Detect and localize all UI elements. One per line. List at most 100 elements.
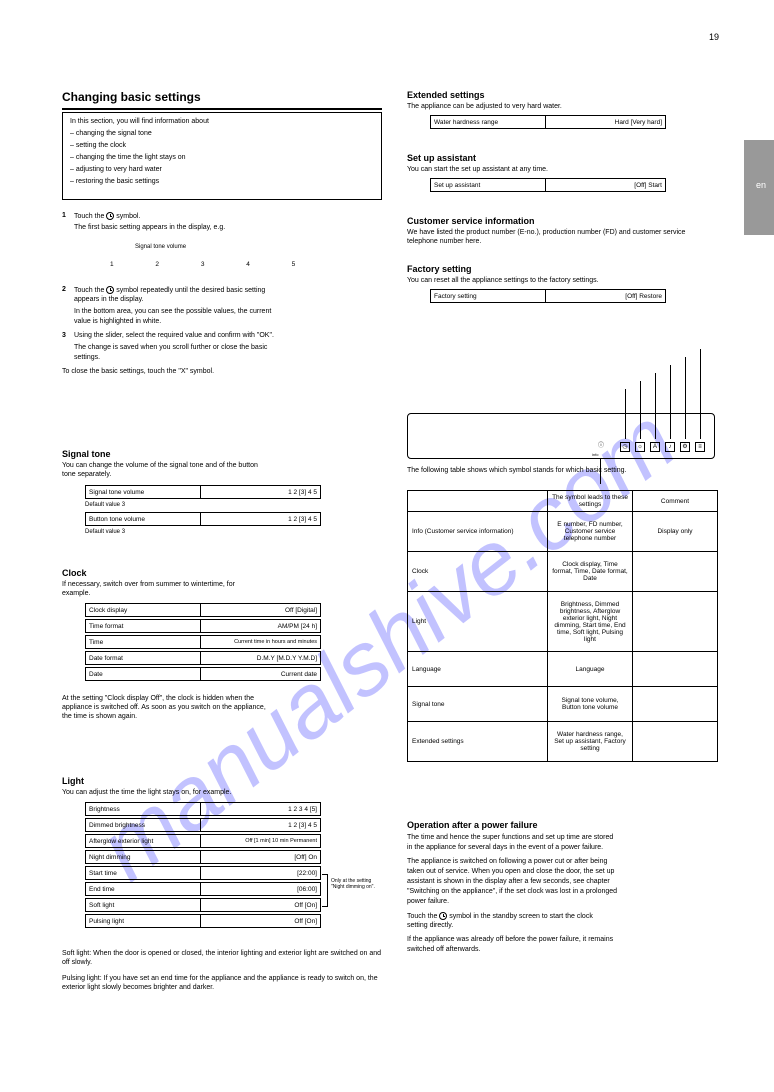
leader [685, 357, 686, 439]
step-number: 3 [62, 332, 66, 341]
cell: [Off] Restore [546, 290, 666, 303]
cell: Off [On] [201, 915, 321, 928]
info-body: We have listed the product number (E-no.… [407, 229, 717, 247]
cell: Off [On] [201, 899, 321, 912]
step-text: value is highlighted in white. [74, 318, 161, 327]
intro-line: – changing the signal tone [70, 130, 152, 139]
clock-icon [106, 212, 114, 220]
light-icon: ☼ [635, 442, 645, 452]
power-body: taken out of service. When you open and … [407, 868, 614, 877]
intro-line: – setting the clock [70, 142, 126, 151]
intro-line: In this section, you will find informati… [70, 118, 209, 127]
softlight-note: Soft light: When the door is opened or c… [62, 950, 382, 968]
cell: Clock display, Time format, Time, Date f… [548, 552, 633, 592]
power-body: assistant is shown in the display after … [407, 878, 610, 887]
cell: Signal tone volume, Button tone volume [548, 687, 633, 722]
icon-panel: ⓘ info ◷ ☼ A ♪ ⚙ ≡ [407, 413, 715, 459]
reset-table: Factory setting[Off] Restore [430, 289, 666, 303]
cell [633, 552, 718, 592]
cell: Brightness, Dimmed brightness, Afterglow… [548, 592, 633, 652]
clock-heading: Clock [62, 568, 87, 579]
cell: AM/PM [24 h] [201, 620, 321, 633]
signal-default: Default value 3 [85, 502, 125, 510]
leader [655, 373, 656, 439]
light-table: Brightness1 2 3 4 [5] Dimmed brightness1… [85, 802, 321, 928]
t: Touch the [74, 287, 106, 294]
cell: Off [1 min] 10 min Permanent [201, 835, 321, 848]
signal-table-1: Signal tone volume1 2 [3] 4 5 [85, 485, 321, 499]
th: Comment [633, 491, 718, 512]
step-text: Using the slider, select the required va… [74, 332, 274, 341]
cell: Water hardness range, Set up assistant, … [548, 722, 633, 762]
cell: Language [408, 652, 548, 687]
side-tab-label: en [756, 180, 766, 191]
extend-heading: Extended settings [407, 90, 485, 101]
power-body: power failure. [407, 898, 449, 907]
cell: [Off] On [201, 851, 321, 864]
leader [625, 389, 626, 439]
power-body: The appliance is switched on following a… [407, 858, 607, 867]
power-body: in the appliance for several days in the… [407, 844, 603, 853]
power-body: switched off afterwards. [407, 946, 480, 955]
step-text: To close the basic settings, touch the "… [62, 368, 214, 377]
display-options: 1 2 3 4 5 [110, 261, 315, 269]
cell: Clock [408, 552, 548, 592]
cell [633, 592, 718, 652]
signal-default: Default value 3 [85, 529, 125, 537]
icon-table: The symbol leads to these settings Comme… [407, 490, 718, 762]
cell: Time [86, 636, 201, 649]
cell: Start time [86, 867, 201, 880]
th [408, 491, 548, 512]
display-line: Signal tone volume [135, 244, 186, 252]
cell: Current time in hours and minutes [201, 636, 321, 649]
cell: Hard [Very hard] [546, 116, 666, 129]
clock-off-note: At the setting "Clock display Off", the … [62, 695, 254, 704]
extend-table: Water hardness rangeHard [Very hard] [430, 115, 666, 129]
leader [640, 381, 641, 439]
reset-body: You can reset all the appliance settings… [407, 277, 599, 286]
step-text: Touch the symbol. [74, 212, 140, 222]
step-text: The first basic setting appears in the d… [74, 224, 225, 233]
cell: Clock display [86, 604, 201, 617]
clock-off-note: appliance is switched off. As soon as yo… [62, 704, 266, 713]
intro-line: – restoring the basic settings [70, 178, 159, 187]
cell: [06:00] [201, 883, 321, 896]
cell: End time [86, 883, 201, 896]
step-text: The change is saved when you scroll furt… [74, 344, 267, 353]
cell: Off [Digital] [201, 604, 321, 617]
clock-body: If necessary, switch over from summer to… [62, 581, 235, 590]
power-heading: Operation after a power failure [407, 820, 538, 831]
step-number: 1 [62, 212, 66, 221]
cell: 1 2 [3] 4 5 [201, 819, 321, 832]
cell: Set up assistant [431, 179, 546, 192]
leader [700, 349, 701, 439]
menu-icon: ≡ [695, 442, 705, 452]
cell: Current date [201, 668, 321, 681]
cell: Button tone volume [86, 513, 201, 526]
clock-icon [106, 286, 114, 294]
cell: Light [408, 592, 548, 652]
info-label: info [592, 452, 598, 457]
cell: Afterglow exterior light [86, 835, 201, 848]
cell: Soft light [86, 899, 201, 912]
cell: Extended settings [408, 722, 548, 762]
cell: Signal tone volume [86, 486, 201, 499]
clock-table: Clock displayOff [Digital] Time formatAM… [85, 603, 321, 681]
clock-off-note: the time is shown again. [62, 713, 137, 722]
th: The symbol leads to these settings [548, 491, 633, 512]
panel-caption: The following table shows which symbol s… [407, 467, 717, 476]
leader [670, 365, 671, 439]
signal-body: You can change the volume of the signal … [62, 462, 258, 471]
cell: Brightness [86, 803, 201, 816]
cell: [Off] Start [546, 179, 666, 192]
power-body: "Switching on the appliance", if the set… [407, 888, 617, 897]
section-title: Changing basic settings [62, 90, 201, 104]
cell: Pulsing light [86, 915, 201, 928]
signal-heading: Signal tone [62, 449, 111, 460]
light-heading: Light [62, 776, 84, 787]
settings-icon: ⚙ [680, 442, 690, 452]
signal-body: tone separately. [62, 471, 111, 480]
info-icon: ⓘ [596, 442, 606, 452]
cell: 1 2 [3] 4 5 [201, 486, 321, 499]
cell [633, 722, 718, 762]
